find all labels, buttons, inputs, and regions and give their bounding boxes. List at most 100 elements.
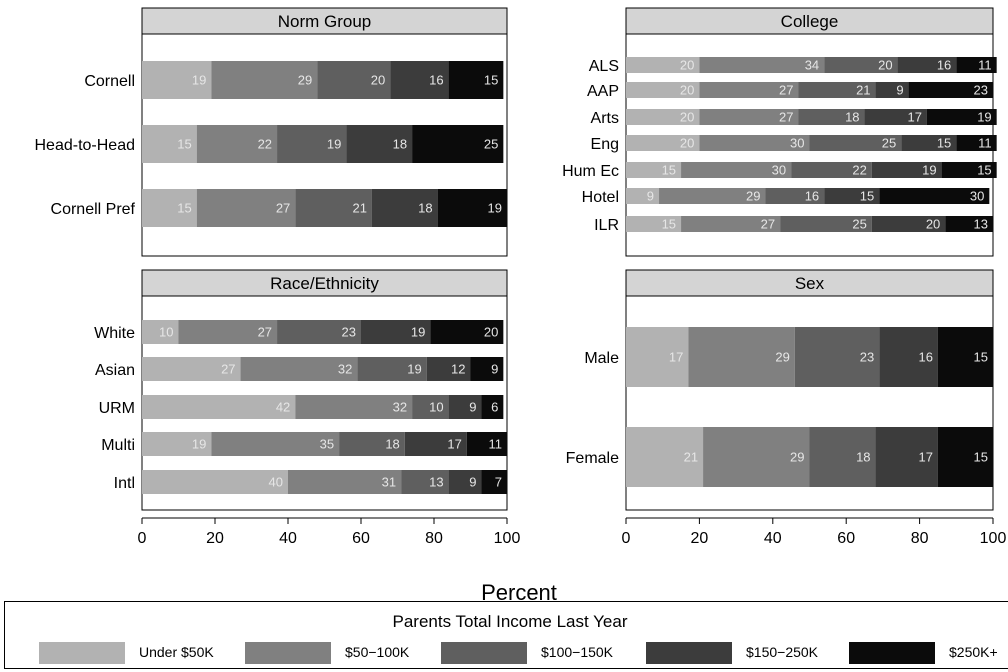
bar-segment	[626, 162, 682, 178]
x-tick-label: 20	[206, 530, 224, 547]
bar-segment	[699, 109, 799, 125]
bar-segment	[211, 61, 318, 99]
bar-value-label: 20	[371, 73, 385, 88]
bar-segment	[699, 135, 810, 151]
bar-value-label: 16	[429, 73, 443, 88]
bar-segment	[277, 125, 347, 163]
legend-label: Under $50K	[139, 644, 214, 660]
category-label: Cornell Pref	[51, 201, 136, 218]
bar-segment	[681, 162, 792, 178]
bar-segment	[794, 327, 880, 387]
bar-segment	[626, 216, 682, 232]
bar-segment	[142, 125, 197, 163]
panel-title: College	[781, 12, 839, 31]
panel-title: Race/Ethnicity	[270, 274, 379, 293]
legend: Parents Total Income Last Year Under $50…	[4, 601, 1008, 669]
bar-segment	[871, 162, 942, 178]
legend-swatch	[646, 642, 732, 664]
bar-value-label: 13	[974, 217, 988, 232]
bar-segment	[901, 135, 957, 151]
legend-swatch	[441, 642, 527, 664]
bar-segment	[699, 82, 799, 98]
bar-value-label: 30	[772, 163, 786, 178]
bar-segment	[926, 109, 997, 125]
bar-value-label: 29	[746, 189, 760, 204]
bar-segment	[430, 320, 504, 344]
bar-segment	[142, 61, 212, 99]
bar-segment	[357, 357, 427, 381]
bar-value-label: 17	[907, 110, 921, 125]
legend-swatch	[39, 642, 125, 664]
bar-value-label: 15	[937, 136, 951, 151]
panel-title: Norm Group	[278, 12, 372, 31]
x-tick-label: 40	[764, 530, 782, 547]
x-tick-label: 60	[352, 530, 370, 547]
bar-segment	[824, 57, 898, 73]
bar-value-label: 18	[385, 437, 399, 452]
bar-value-label: 29	[298, 73, 312, 88]
bar-value-label: 10	[429, 400, 443, 415]
bar-segment	[412, 125, 504, 163]
bar-segment	[295, 189, 372, 227]
bar-value-label: 15	[662, 163, 676, 178]
bar-value-label: 17	[918, 450, 932, 465]
bar-value-label: 23	[974, 83, 988, 98]
bar-value-label: 23	[860, 350, 874, 365]
bar-segment	[941, 162, 997, 178]
category-label: ILR	[594, 217, 619, 234]
bar-segment	[703, 427, 810, 487]
category-label: Male	[584, 350, 619, 367]
bar-value-label: 27	[258, 325, 272, 340]
bar-segment	[626, 135, 700, 151]
bar-segment	[798, 109, 865, 125]
x-tick-label: 20	[691, 530, 709, 547]
x-axis-title: Percent	[481, 580, 557, 605]
bar-value-label: 12	[451, 362, 465, 377]
bar-segment	[956, 57, 997, 73]
category-label: White	[94, 325, 135, 342]
bar-value-label: 40	[269, 475, 283, 490]
bar-segment	[288, 470, 402, 494]
bar-value-label: 25	[852, 217, 866, 232]
bar-value-label: 31	[382, 475, 396, 490]
bar-value-label: 30	[970, 189, 984, 204]
bar-segment	[798, 82, 876, 98]
bar-value-label: 17	[669, 350, 683, 365]
bar-segment	[864, 109, 927, 125]
bar-value-label: 11	[978, 58, 992, 73]
bar-value-label: 15	[177, 137, 191, 152]
bar-value-label: 27	[779, 110, 793, 125]
bar-value-label: 27	[779, 83, 793, 98]
bar-segment	[437, 189, 507, 227]
panel-strip	[625, 7, 994, 35]
bar-value-label: 9	[469, 475, 476, 490]
bar-segment	[142, 395, 296, 419]
bar-value-label: 18	[845, 110, 859, 125]
bar-segment	[448, 470, 482, 494]
panel-strip	[141, 269, 508, 297]
bar-segment	[361, 320, 431, 344]
bar-value-label: 25	[882, 136, 896, 151]
bar-segment	[681, 216, 781, 232]
bar-value-label: 20	[680, 83, 694, 98]
legend-label: $100−150K	[541, 644, 614, 660]
x-tick-label: 0	[622, 530, 631, 547]
bar-value-label: 25	[484, 137, 498, 152]
bar-value-label: 18	[393, 137, 407, 152]
bar-value-label: 19	[977, 110, 991, 125]
bar-value-label: 13	[429, 475, 443, 490]
category-label: Asian	[95, 362, 135, 379]
x-tick-label: 40	[279, 530, 297, 547]
legend-label: $150−250K	[746, 644, 819, 660]
bar-value-label: 15	[662, 217, 676, 232]
bar-segment	[791, 162, 872, 178]
category-label: Head-to-Head	[35, 137, 136, 154]
category-label: Hum Ec	[562, 163, 619, 180]
legend-label: $250K+	[949, 644, 998, 660]
x-tick-label: 0	[138, 530, 147, 547]
bar-value-label: 15	[860, 189, 874, 204]
bar-segment	[765, 188, 825, 204]
bar-segment	[142, 189, 197, 227]
